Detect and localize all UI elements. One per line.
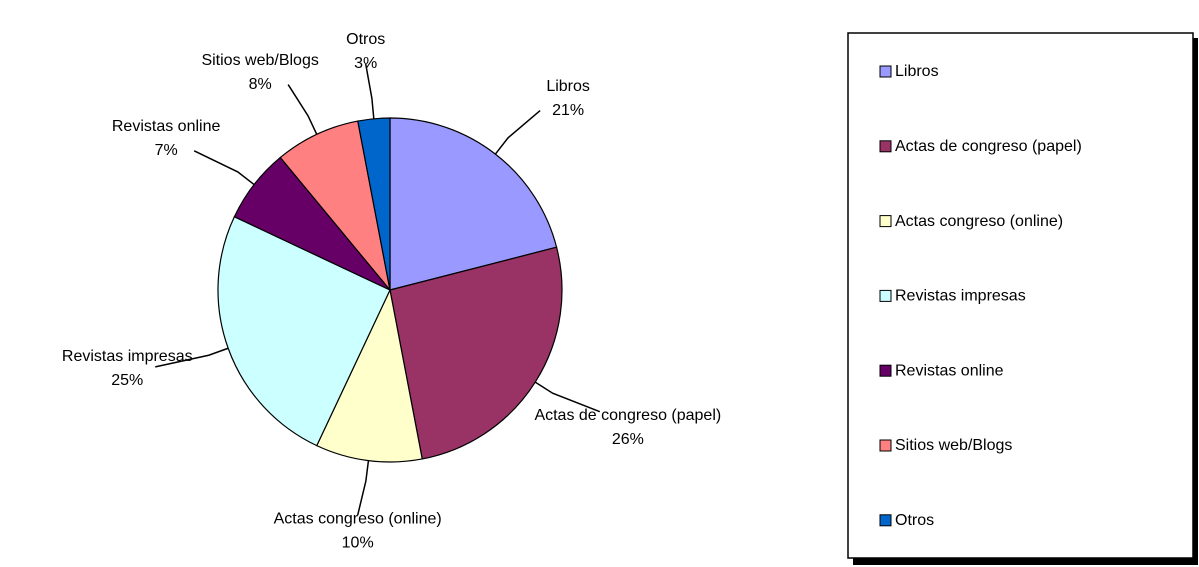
slice-label: Otros xyxy=(346,31,385,48)
legend-box xyxy=(847,32,1194,559)
legend-swatch xyxy=(879,289,892,302)
leader-line xyxy=(364,63,375,119)
leader-line xyxy=(155,347,229,368)
legend-label: Libros xyxy=(895,63,939,80)
leader-line xyxy=(494,110,541,155)
slice-label: Sitios web/Blogs xyxy=(201,52,318,69)
legend-swatch xyxy=(879,140,892,153)
legend-label: Revistas impresas xyxy=(895,288,1026,305)
legend-label: Actas congreso (online) xyxy=(895,213,1063,230)
leader-line xyxy=(534,381,601,413)
legend-swatch xyxy=(879,439,892,452)
slice-value-label: 21% xyxy=(552,102,584,119)
slice-value-label: 7% xyxy=(155,142,178,159)
legend-swatch xyxy=(879,364,892,377)
pie-slice xyxy=(357,117,391,291)
slice-value-label: 3% xyxy=(354,55,377,72)
pie-slice xyxy=(389,117,558,291)
leader-line xyxy=(356,460,370,516)
leader-line xyxy=(193,150,255,186)
slice-label: Revistas impresas xyxy=(62,348,193,365)
slice-label: Actas de congreso (papel) xyxy=(534,407,721,424)
legend-label: Sitios web/Blogs xyxy=(895,437,1012,454)
legend-swatch xyxy=(879,65,892,78)
leader-line xyxy=(287,84,318,135)
slice-value-label: 26% xyxy=(612,431,644,448)
legend-label: Actas de congreso (papel) xyxy=(895,138,1082,155)
slice-label: Revistas online xyxy=(112,118,221,135)
pie-slice xyxy=(217,215,391,447)
pie-slice xyxy=(315,288,423,463)
legend-swatch xyxy=(879,215,892,228)
slice-value-label: 25% xyxy=(111,372,143,389)
slice-label: Libros xyxy=(546,78,590,95)
slice-value-label: 10% xyxy=(342,534,374,551)
legend-label: Revistas online xyxy=(895,362,1004,379)
legend-swatch xyxy=(879,514,892,527)
slice-value-label: 8% xyxy=(249,76,272,93)
pie-slice xyxy=(389,246,563,460)
slice-label: Actas congreso (online) xyxy=(274,510,442,527)
legend-label: Otros xyxy=(895,512,934,529)
